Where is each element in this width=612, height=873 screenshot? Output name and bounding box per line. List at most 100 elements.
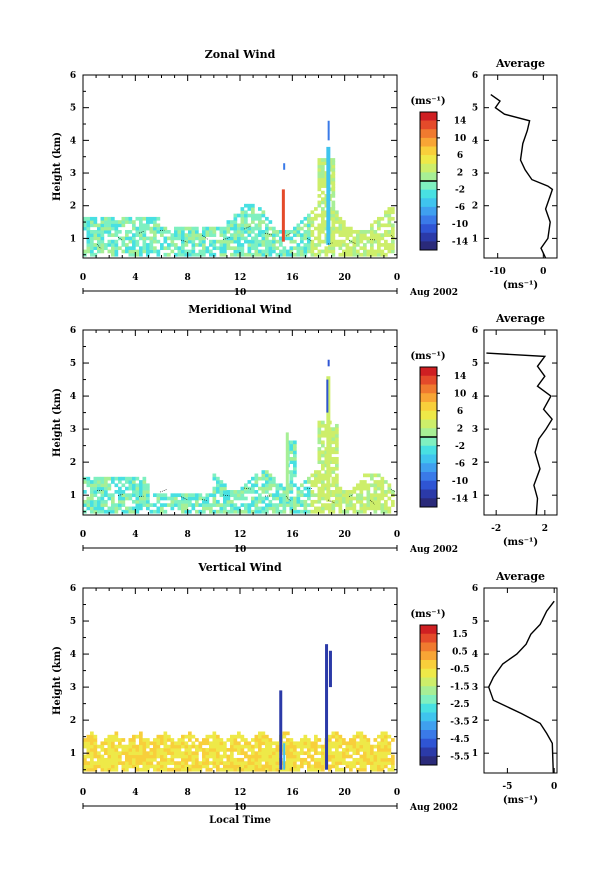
heatmap-cell (314, 764, 318, 769)
heatmap-cell (268, 486, 273, 491)
heatmap-cell (359, 503, 364, 507)
heatmap-cell (289, 229, 294, 234)
heatmap-cell (198, 243, 203, 247)
heatmap-cell (317, 239, 322, 244)
heatmap-cell (247, 486, 252, 491)
heatmap-cell (380, 744, 385, 749)
heatmap-cell (244, 229, 248, 234)
heatmap-cell (377, 473, 381, 478)
heatmap-cell (181, 764, 185, 769)
heatmap-cell (331, 480, 336, 484)
heatmap-cell (373, 220, 378, 224)
heatmap-cell (373, 493, 378, 498)
heatmap-cell (90, 744, 94, 749)
heatmap-cell (254, 503, 259, 507)
heatmap-cell (303, 243, 308, 247)
heatmap-cell (338, 757, 343, 762)
heatmap-cell (377, 226, 381, 231)
heatmap-cell (240, 223, 245, 228)
heatmap-cell (314, 243, 318, 247)
heatmap-cell (209, 748, 213, 752)
heatmap-cell (247, 741, 252, 746)
heatmap-cell (156, 249, 161, 254)
heatmap-cell (338, 741, 343, 746)
heatmap-cell (331, 161, 336, 166)
heatmap-cell (223, 761, 227, 765)
heatmap-cell (219, 744, 224, 749)
heatmap-cell (118, 751, 122, 756)
heatmap-cell (359, 483, 364, 488)
colorbar-tick-label: -0.5 (450, 665, 469, 675)
heatmap-cell (233, 223, 238, 228)
heatmap-cell (104, 490, 108, 494)
heatmap-cell (300, 757, 304, 762)
heatmap-cell (202, 229, 206, 234)
date-label: 10 (234, 803, 247, 813)
heatmap-cell (191, 757, 196, 762)
heatmap-cell (293, 233, 297, 237)
colorbar-swatch (420, 686, 437, 696)
heatmap-cell (149, 249, 154, 254)
heatmap-cell (384, 490, 388, 494)
heatmap-cell (391, 223, 395, 228)
heatmap-cell (167, 246, 171, 251)
heatmap-cell (251, 226, 255, 231)
heatmap-cell (118, 754, 122, 759)
heatmap-cell (202, 239, 206, 244)
heatmap-cell (254, 509, 259, 514)
heatmap-cell (258, 767, 262, 772)
heatmap-cell (219, 503, 224, 507)
heatmap-cell (184, 748, 189, 752)
heatmap-cell (114, 223, 119, 228)
heatmap-cell (170, 506, 175, 511)
heatmap-cell (356, 751, 360, 756)
heatmap-cell (391, 499, 395, 504)
heatmap-cell (321, 420, 325, 425)
heatmap-cell (160, 493, 164, 498)
heatmap-cell (380, 731, 385, 736)
heatmap-cell (142, 236, 147, 241)
heatmap-cell (174, 496, 178, 501)
heatmap-cell (327, 359, 330, 367)
heatmap-cell (86, 223, 91, 228)
heatmap-cell (181, 741, 185, 746)
heatmap-cell (279, 239, 283, 244)
heatmap-cell (303, 216, 308, 221)
x-tick-label: 8 (185, 788, 191, 798)
heatmap-cell (363, 754, 367, 759)
heatmap-cell (216, 764, 220, 769)
heatmap-cell (328, 249, 332, 254)
heatmap-cell (226, 764, 231, 769)
heatmap-cell (265, 246, 269, 251)
heatmap-cell (254, 226, 259, 231)
heatmap-cell (251, 213, 255, 218)
heatmap-cell (335, 433, 339, 438)
heatmap-cell (226, 499, 231, 504)
heatmap-cell (177, 252, 182, 257)
colorbar-tick-label: -6 (455, 203, 465, 213)
heatmap-cell (307, 509, 311, 514)
heatmap-cell (300, 249, 304, 254)
heatmap-cell (387, 751, 392, 756)
colorbar-swatch (420, 712, 437, 722)
heatmap-cell (251, 486, 255, 491)
heatmap-cell (181, 761, 185, 765)
profile-y-tick-label: 1 (472, 749, 478, 759)
heatmap-cell (317, 499, 322, 504)
heatmap-cell (114, 744, 119, 749)
heatmap-cell (160, 506, 164, 511)
heatmap-cell (209, 252, 213, 257)
heatmap-cell (254, 476, 259, 481)
heatmap-cell (181, 493, 185, 498)
profile-x-label: (ms⁻¹) (503, 795, 538, 806)
heatmap-cell (219, 252, 224, 257)
heatmap-cell (296, 223, 301, 228)
heatmap-cell (335, 761, 339, 765)
heatmap-cell (268, 748, 273, 752)
heatmap-cell (128, 486, 133, 491)
heatmap-cell (349, 499, 353, 504)
heatmap-cell (373, 499, 378, 504)
heatmap-cell (366, 496, 371, 501)
colorbar-swatch (420, 129, 437, 139)
heatmap-cell (377, 751, 381, 756)
